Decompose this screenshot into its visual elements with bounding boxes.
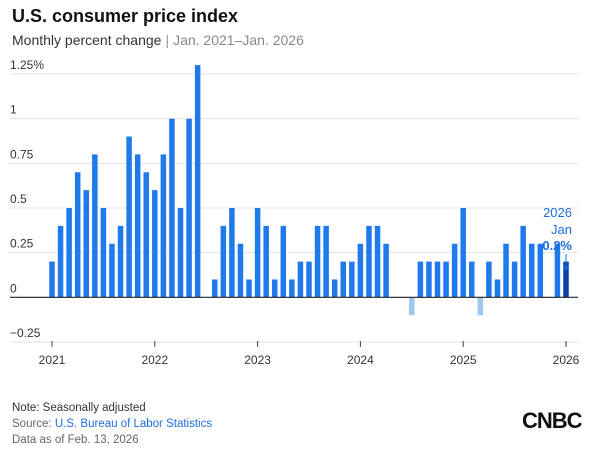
x-tick-label: 2024 (347, 353, 374, 367)
x-tick-label: 2023 (244, 353, 271, 367)
subtitle-main: Monthly percent change (12, 32, 162, 48)
bar (563, 261, 569, 298)
bar (100, 208, 107, 298)
bar (83, 190, 90, 298)
bar (357, 243, 364, 298)
bar (297, 261, 304, 298)
bar (126, 136, 132, 298)
bar (537, 243, 544, 298)
bar (314, 225, 321, 298)
bar (57, 225, 64, 298)
bar (271, 279, 278, 298)
bar (469, 261, 475, 298)
bar (160, 154, 167, 298)
bar (280, 225, 287, 298)
bar (331, 279, 338, 298)
bar (263, 225, 269, 298)
bar (143, 172, 149, 298)
bar (383, 243, 389, 298)
bar (494, 279, 501, 298)
bar (409, 297, 415, 316)
bar (374, 225, 381, 298)
data-as-of: Data as of Feb. 13, 2026 (12, 434, 139, 446)
bar (109, 243, 115, 298)
bar (177, 208, 184, 298)
footnote: Note: Seasonally adjusted (12, 402, 146, 414)
source-link[interactable]: U.S. Bureau of Labor Statistics (54, 418, 213, 430)
bar (349, 261, 355, 298)
cnbc-logo: CNBC (522, 408, 583, 433)
x-tick-label: 2025 (450, 353, 477, 367)
bar (443, 261, 449, 298)
y-tick-label: 0 (10, 281, 17, 295)
bar (229, 208, 235, 298)
bar (66, 208, 72, 298)
bar (220, 225, 227, 298)
y-tick-label: −0.25 (10, 326, 41, 340)
annotation-month: Jan (551, 222, 572, 237)
y-tick-label: 0.75 (10, 147, 34, 161)
bar (340, 261, 347, 298)
bar (486, 261, 492, 298)
bar (194, 65, 201, 298)
bar (169, 118, 175, 298)
bar (434, 261, 441, 298)
bar (503, 243, 509, 298)
bar (460, 208, 466, 298)
bar (528, 243, 535, 298)
bar (426, 261, 432, 298)
subtitle-range: Jan. 2021–Jan. 2026 (173, 32, 304, 48)
y-tick-label: 1.25% (10, 58, 44, 72)
bar (366, 225, 372, 298)
source-line: Source: U.S. Bureau of Labor Statistics (12, 416, 212, 432)
bar (74, 172, 81, 298)
bar (520, 225, 526, 298)
bar (511, 261, 518, 298)
annotation-value: 0.2% (542, 238, 572, 253)
bar (186, 118, 192, 298)
bar (451, 243, 458, 298)
bar (92, 154, 98, 298)
y-tick-label: 0.25 (10, 237, 34, 251)
x-tick-label: 2026 (553, 353, 580, 367)
chart-footer: Note: Seasonally adjusted Source: U.S. B… (12, 400, 212, 448)
cpi-bar-chart: −0.25 0 0.25 0.5 0.75 1 1.25% 2021 2022 2023 2024 2… (10, 58, 580, 367)
x-tick-label: 2021 (39, 353, 66, 367)
bar (117, 225, 124, 298)
bar (152, 190, 158, 298)
bar (212, 279, 218, 298)
bar (477, 297, 484, 316)
bar (306, 261, 312, 298)
subtitle-separator: | (165, 32, 170, 48)
chart-title: U.S. consumer price index (12, 6, 239, 26)
source-label: Source: (12, 418, 52, 430)
bar (417, 261, 424, 298)
annotation-arrow-head (562, 264, 570, 271)
x-tick-label: 2022 (141, 353, 168, 367)
chart-subtitle: Monthly percent change | Jan. 2021–Jan. 20… (12, 32, 304, 48)
bar (246, 279, 252, 298)
bar (323, 225, 329, 298)
bar (289, 279, 295, 298)
bar (554, 243, 561, 298)
bar (237, 243, 244, 298)
y-tick-label: 0.5 (10, 192, 27, 206)
y-tick-label: 1 (10, 103, 17, 117)
bar (254, 208, 261, 298)
annotation-year: 2026 (543, 205, 572, 220)
bar (49, 261, 55, 298)
bar (134, 154, 141, 298)
